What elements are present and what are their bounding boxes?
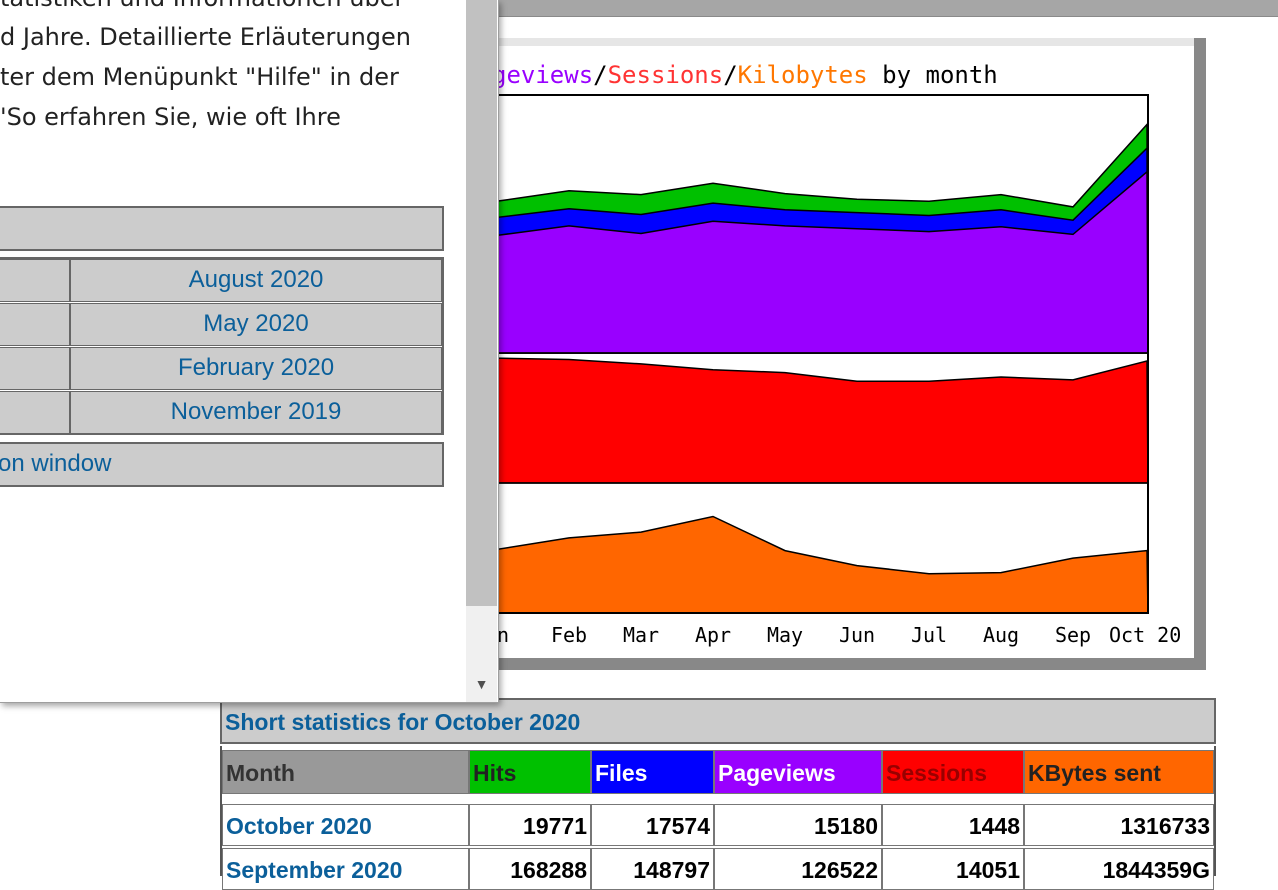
- popup-text-line: ter dem Menüpunkt "Hilfe" in der: [0, 63, 399, 91]
- row-month-link[interactable]: September 2020: [222, 848, 469, 890]
- title-suffix: by month: [867, 61, 998, 89]
- row-sessions: 14051: [882, 848, 1024, 890]
- header-pageviews: Pageviews: [714, 750, 882, 794]
- period-header-bar: [0, 206, 444, 251]
- header-hits: Hits: [469, 750, 591, 794]
- scroll-down-arrow-icon[interactable]: ▼: [474, 676, 489, 692]
- row-pageviews: 15180: [714, 804, 882, 846]
- period-link[interactable]: August 2020: [70, 259, 442, 302]
- x-tick-label: Mar: [623, 623, 659, 647]
- stats-frame: [220, 746, 1216, 876]
- monthly-chart: anFebMarAprMayJunJulAugSepOct 20: [485, 94, 1181, 647]
- header-month: Month: [222, 750, 469, 794]
- title-sessions: Sessions: [607, 61, 724, 89]
- x-tick-label: Sep: [1055, 623, 1091, 647]
- popup-text-line: tatistiken und Informationen über: [0, 0, 404, 12]
- row-sessions: 1448: [882, 804, 1024, 846]
- window-link-bar: on window: [0, 442, 444, 487]
- header-kbytes: KBytes sent: [1024, 750, 1214, 794]
- stats-caption: Short statistics for October 2020: [220, 698, 1216, 744]
- period-cell-empty: [0, 391, 70, 434]
- title-kilobytes: Kilobytes: [737, 61, 868, 89]
- scrollbar-thumb[interactable]: [466, 0, 497, 606]
- row-kbytes: 1316733: [1024, 804, 1214, 846]
- page-header-bar: [497, 0, 1278, 17]
- frame-highlight: [482, 38, 1206, 46]
- header-files: Files: [591, 750, 714, 794]
- popup-text-line: d Jahre. Detaillierte Erläuterungen: [0, 23, 411, 51]
- window-link[interactable]: on window: [0, 450, 112, 477]
- title-pageviews: geviews: [492, 61, 594, 89]
- x-tick-label: Apr: [695, 623, 731, 647]
- row-hits: 168288: [469, 848, 591, 890]
- period-cell-empty: [0, 347, 70, 390]
- popup-scrollbar[interactable]: ▼: [466, 0, 497, 702]
- plot-area: [496, 94, 1149, 614]
- x-tick-label: Jun: [839, 623, 875, 647]
- row-kbytes: 1844359G: [1024, 848, 1214, 890]
- row-pageviews: 126522: [714, 848, 882, 890]
- chart-title: geviews/Sessions/Kilobytes by month: [492, 60, 998, 90]
- help-popup-window: tatistiken und Informationen über d Jahr…: [0, 0, 499, 703]
- row-files: 148797: [591, 848, 714, 890]
- x-tick-label: Feb: [551, 623, 587, 647]
- period-link[interactable]: May 2020: [70, 303, 442, 346]
- row-hits: 19771: [469, 804, 591, 846]
- period-cell-empty: [0, 303, 70, 346]
- title-slash: /: [593, 61, 608, 89]
- period-link[interactable]: February 2020: [70, 347, 442, 390]
- period-link[interactable]: November 2019: [70, 391, 442, 434]
- frame-shadow: [1194, 38, 1206, 670]
- popup-text-line: 'So erfahren Sie, wie oft Ihre: [0, 103, 341, 131]
- x-tick-label: Aug: [983, 623, 1019, 647]
- frame-shadow: [482, 658, 1206, 670]
- x-tick-label: Oct 20: [1109, 623, 1181, 647]
- x-tick-label: May: [767, 623, 803, 647]
- stats-caption-link[interactable]: Short statistics for October 2020: [225, 709, 581, 735]
- x-tick-label: Jul: [911, 623, 947, 647]
- period-cell-empty: [0, 259, 70, 302]
- row-files: 17574: [591, 804, 714, 846]
- title-slash: /: [723, 61, 738, 89]
- header-sessions: Sessions: [882, 750, 1024, 794]
- row-month-link[interactable]: October 2020: [222, 804, 469, 846]
